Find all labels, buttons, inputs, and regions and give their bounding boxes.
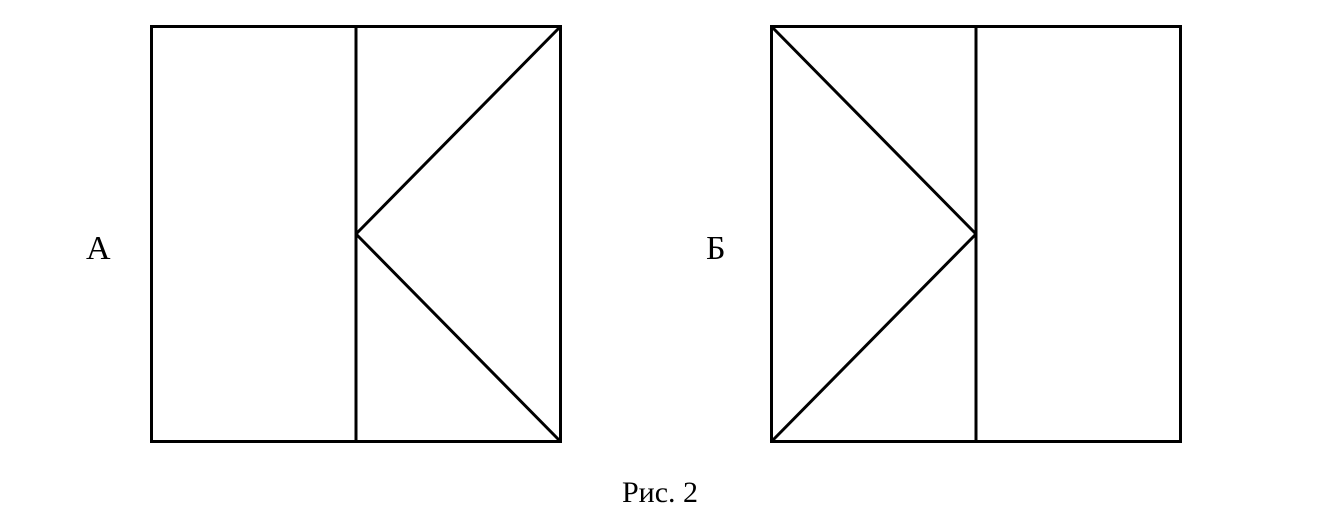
figure-caption: Рис. 2 <box>622 478 698 508</box>
panel-a-diag-bottom <box>356 234 561 442</box>
panel-b-diag-bottom <box>772 234 977 442</box>
panel-a-label: А <box>86 232 111 266</box>
panel-a-svg <box>150 25 562 443</box>
panel-b-label: Б <box>706 232 726 266</box>
panel-b-figure <box>770 25 1182 443</box>
panel-b-svg <box>770 25 1182 443</box>
panel-a-figure <box>150 25 562 443</box>
panel-b-diag-top <box>772 27 977 235</box>
diagram-stage: А Б Рис. 2 <box>0 0 1328 527</box>
panel-a-diag-top <box>356 27 561 235</box>
